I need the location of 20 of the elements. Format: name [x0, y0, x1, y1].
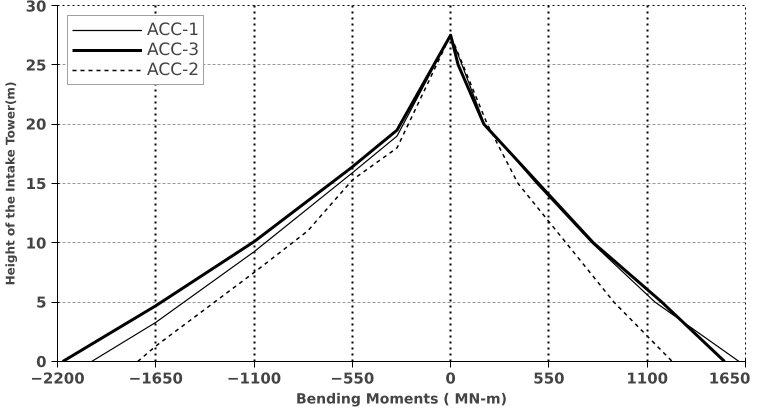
x-tick-label: 1100 — [626, 370, 668, 388]
x-tick-label: 550 — [533, 370, 565, 388]
x-tick-label: 1650 — [708, 370, 750, 388]
y-tick-label: 20 — [26, 116, 46, 134]
x-tick-label: 0 — [445, 370, 456, 388]
y-tick-label: 10 — [26, 234, 46, 252]
y-tick-label: 15 — [26, 175, 46, 193]
x-tick-label: −1100 — [226, 370, 282, 388]
legend-label: ACC-1 — [147, 20, 200, 40]
x-tick-label: −2200 — [30, 370, 85, 388]
legend-label: ACC-2 — [147, 60, 200, 80]
y-tick-label: 0 — [36, 353, 46, 371]
x-axis-title: Bending Moments ( MN-m) — [296, 392, 508, 408]
legend-label: ACC-3 — [147, 40, 200, 60]
x-tick-label: −550 — [330, 370, 374, 388]
y-axis-title: Height of the Intake Tower(m) — [4, 82, 18, 286]
x-tick-label: −1650 — [128, 370, 183, 388]
y-tick-label: 30 — [26, 0, 46, 16]
y-tick-label: 25 — [26, 56, 46, 74]
y-tick-label: 5 — [36, 294, 46, 312]
